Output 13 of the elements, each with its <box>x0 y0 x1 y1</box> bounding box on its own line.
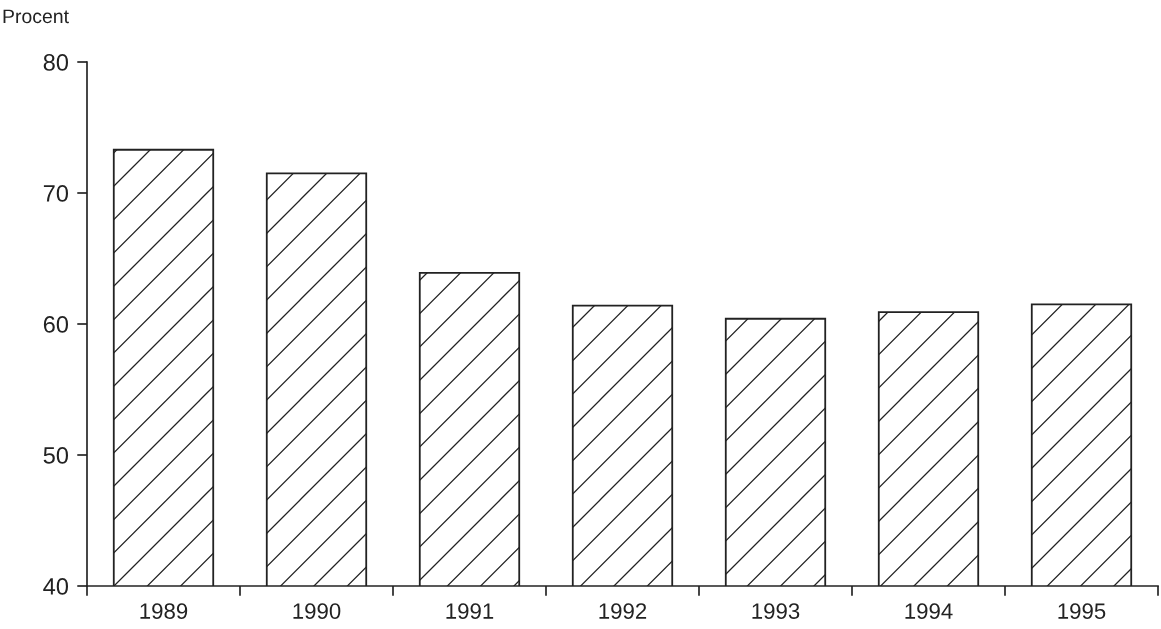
x-tick-label: 1991 <box>446 603 494 619</box>
x-tick-label: 1992 <box>599 603 647 619</box>
y-tick-label: 70 <box>43 185 69 202</box>
y-tick-label: 40 <box>43 578 69 595</box>
x-tick-label: 1990 <box>293 603 341 619</box>
y-axis-title: Procent <box>3 9 69 24</box>
x-tick-label: 1989 <box>140 603 188 619</box>
y-tick-label: 60 <box>43 316 69 333</box>
y-tick-label: 80 <box>43 54 69 71</box>
y-tick-label: 50 <box>43 447 69 464</box>
x-tick-label: 1995 <box>1058 603 1106 619</box>
x-tick-label: 1994 <box>905 603 953 619</box>
x-tick-label: 1993 <box>752 603 800 619</box>
